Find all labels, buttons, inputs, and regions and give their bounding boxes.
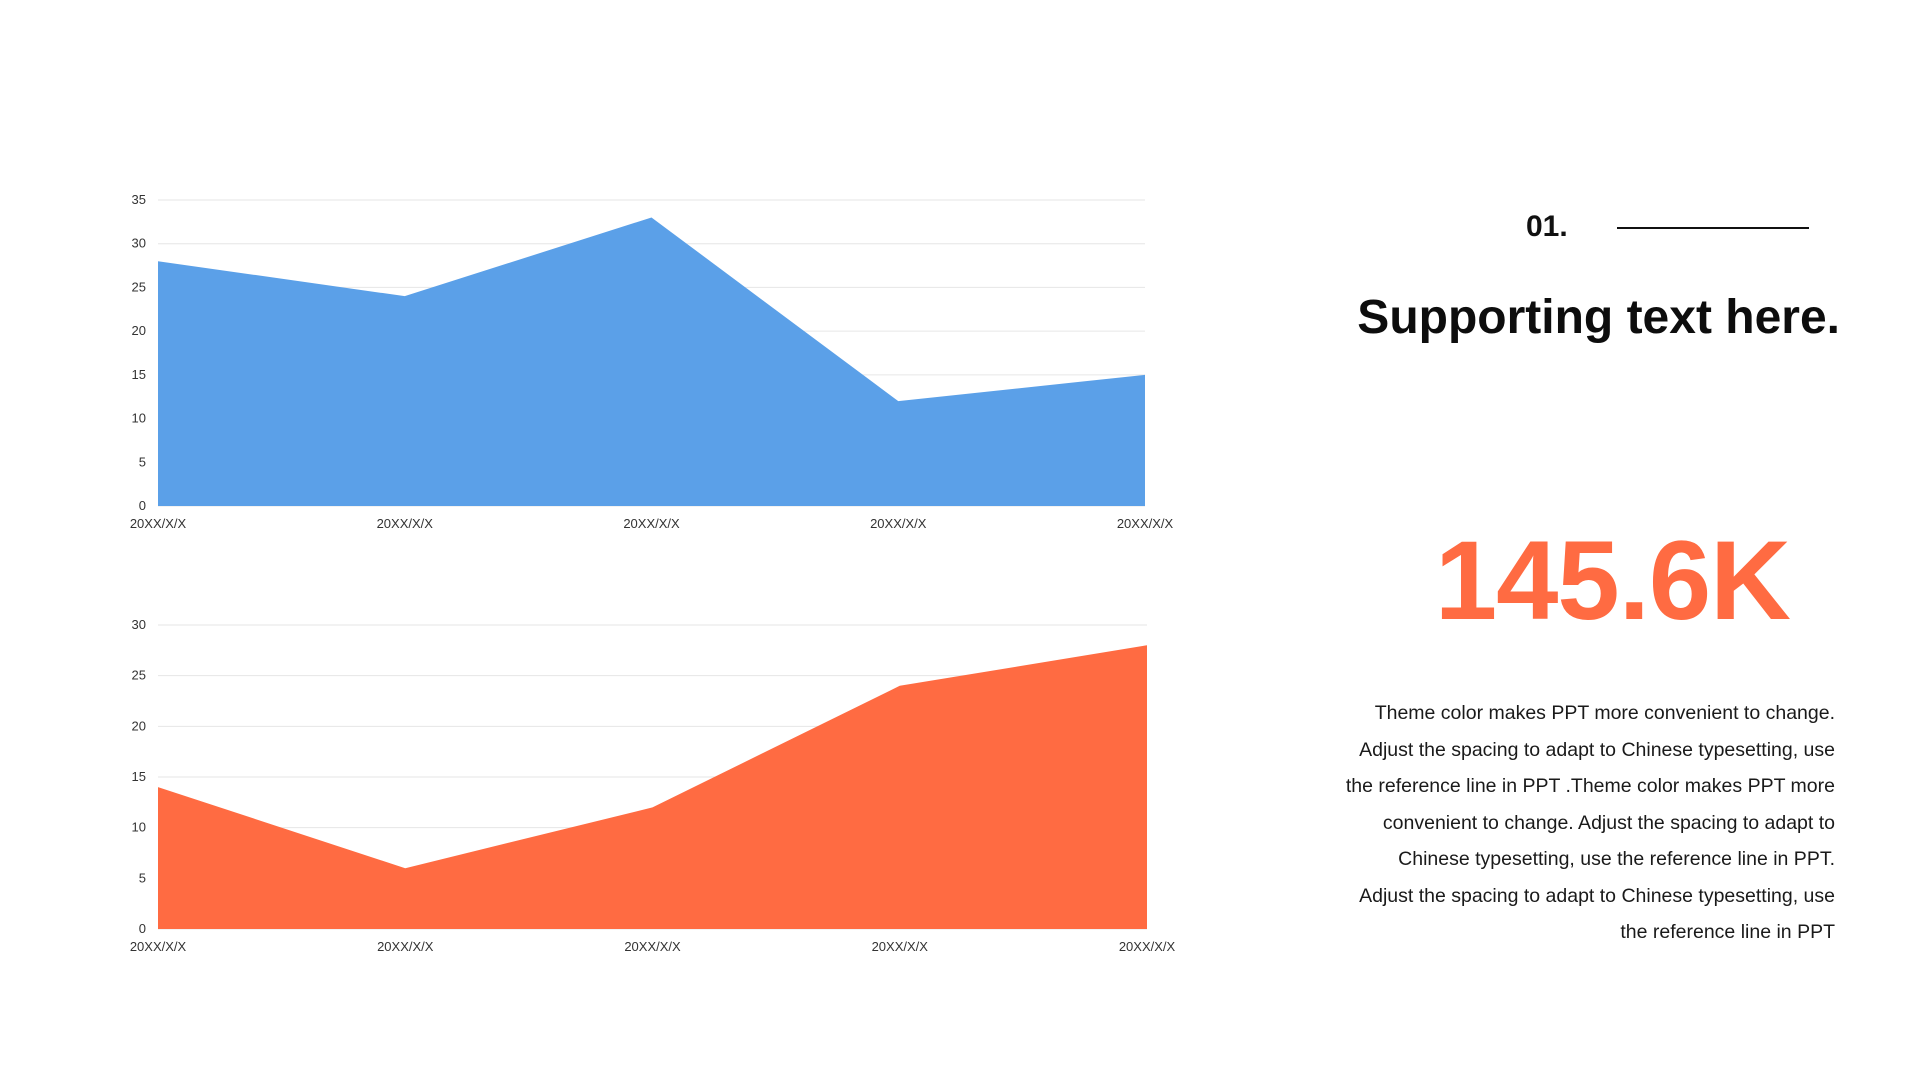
body-paragraph: Theme color makes PPT more convenient to… xyxy=(1345,702,1835,943)
x-tick-label: 20XX/X/X xyxy=(130,939,187,954)
y-tick-label: 15 xyxy=(132,769,146,784)
x-tick-label: 20XX/X/X xyxy=(130,516,187,531)
x-tick-label: 20XX/X/X xyxy=(624,939,681,954)
right-panel: 01. Supporting text here. 145.6K Theme c… xyxy=(1320,0,1840,1080)
x-tick-label: 20XX/X/X xyxy=(377,939,434,954)
y-tick-label: 20 xyxy=(132,323,146,338)
x-tick-label: 20XX/X/X xyxy=(623,516,680,531)
y-tick-label: 0 xyxy=(139,921,146,936)
section-divider-line xyxy=(1617,227,1809,229)
area-series xyxy=(158,217,1145,506)
headline: Supporting text here. xyxy=(1357,291,1840,344)
y-tick-label: 20 xyxy=(132,718,146,733)
x-tick-label: 20XX/X/X xyxy=(870,516,927,531)
bottom-area-chart: 0 5 10 15 20 25 30 20XX/X/X 20XX/X/X 20XX/X/X 20XX… xyxy=(130,617,1176,954)
top-area-chart: 0 5 10 15 20 25 30 35 20XX/X/X 20XX/X/X 20XX/X/X 20… xyxy=(130,192,1174,531)
stat-value: 145.6K xyxy=(1434,518,1791,643)
y-tick-label: 35 xyxy=(132,192,146,207)
y-tick-label: 10 xyxy=(132,411,146,426)
y-tick-label: 25 xyxy=(132,668,146,683)
y-tick-label: 10 xyxy=(132,820,146,835)
section-number: 01. xyxy=(1526,210,1568,243)
y-tick-label: 0 xyxy=(139,498,146,513)
x-tick-label: 20XX/X/X xyxy=(872,939,929,954)
y-tick-label: 5 xyxy=(139,454,146,469)
x-tick-label: 20XX/X/X xyxy=(1117,516,1174,531)
x-tick-label: 20XX/X/X xyxy=(377,516,434,531)
x-tick-label: 20XX/X/X xyxy=(1119,939,1176,954)
area-series xyxy=(158,645,1147,929)
y-tick-label: 5 xyxy=(139,870,146,885)
y-tick-label: 30 xyxy=(132,236,146,251)
y-tick-label: 30 xyxy=(132,617,146,632)
y-tick-label: 15 xyxy=(132,367,146,382)
y-tick-label: 25 xyxy=(132,279,146,294)
